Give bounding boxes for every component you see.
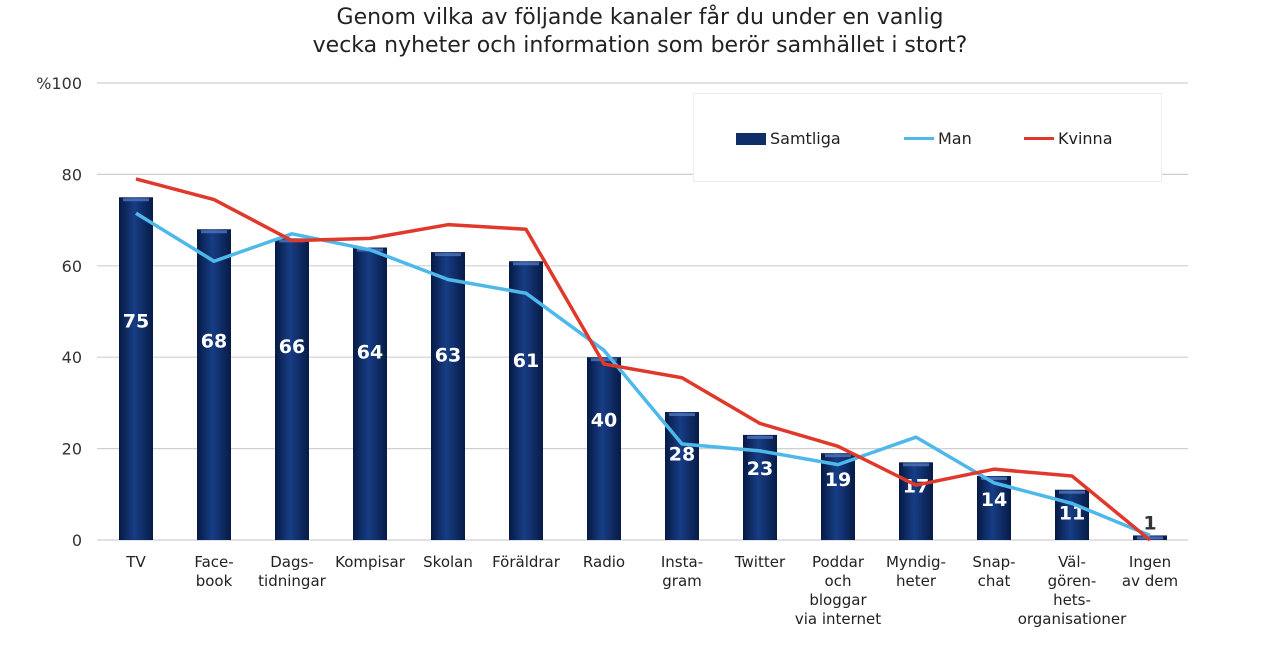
bar-highlight [513, 262, 539, 266]
chart-title: Genom vilka av följande kanaler får du u… [312, 5, 968, 58]
x-tick-label: Väl- gören- hets- organisationer [1017, 553, 1127, 628]
x-tick-label: Myndig- heter [886, 553, 946, 590]
data-label: 63 [435, 344, 461, 366]
legend-swatch-bar [736, 132, 766, 145]
data-label: 66 [279, 336, 305, 358]
bar-highlight [825, 454, 851, 458]
legend-item-kvinna: Kvinna [1024, 129, 1113, 148]
bar-highlight [669, 413, 695, 417]
x-tick-label: Insta- gram [660, 553, 704, 590]
bar-samtliga [353, 247, 387, 540]
bar-highlight [123, 198, 149, 202]
bar-highlight [747, 435, 773, 439]
y-tick-label: 20 [62, 440, 82, 459]
data-label: 75 [123, 310, 149, 332]
x-tick-label: Poddar och bloggar via internet [794, 553, 882, 628]
bar-samtliga [821, 453, 855, 540]
bar-highlight [591, 358, 617, 362]
y-tick-label: 0 [72, 531, 82, 550]
y-tick-label: %100 [36, 74, 82, 93]
legend-swatch-line [904, 137, 934, 140]
line-man [135, 211, 1151, 538]
legend-item-samtliga: Samtliga [736, 129, 841, 148]
x-tick-label: Ingen av dem [1121, 553, 1179, 590]
data-label: 11 [1059, 503, 1085, 525]
x-tick-label: Radio [582, 553, 626, 571]
legend-label: Kvinna [1058, 129, 1113, 148]
bar-samtliga [1055, 489, 1089, 540]
data-label: 40 [591, 410, 617, 432]
bar-highlight [201, 230, 227, 234]
bar-samtliga [665, 412, 699, 540]
x-tick-label: Dags- tidningar [258, 553, 326, 590]
bar-samtliga [119, 197, 153, 540]
x-tick-label: Face- book [194, 553, 234, 590]
bar-highlight [1059, 490, 1085, 494]
data-label: 23 [747, 458, 773, 480]
legend-label: Man [938, 129, 972, 148]
bar-highlight [903, 463, 929, 467]
y-tick-label: 60 [62, 257, 82, 276]
bar-highlight [981, 477, 1007, 481]
y-tick-label: 40 [62, 348, 82, 367]
bar-samtliga [197, 229, 231, 541]
line-kvinna [135, 177, 1152, 542]
data-label: 14 [981, 489, 1007, 511]
bar-samtliga [899, 462, 933, 540]
x-tick-label: Snap- chat [972, 553, 1016, 590]
bar-samtliga [587, 357, 621, 540]
x-tick-label: Föräldrar [492, 553, 560, 571]
data-label: 61 [513, 350, 539, 372]
bar-samtliga [431, 252, 465, 540]
x-tick-label: Skolan [423, 553, 473, 571]
data-label: 1 [1143, 512, 1156, 534]
data-label: 64 [357, 342, 383, 364]
x-tick-label: Kompisar [335, 553, 405, 571]
legend-label: Samtliga [770, 129, 841, 148]
data-label: 68 [201, 330, 227, 352]
x-tick-label: TV [126, 553, 146, 571]
data-label: 28 [669, 444, 695, 466]
bar-highlight [435, 253, 461, 257]
legend-item-man: Man [904, 129, 972, 148]
data-label: 19 [825, 469, 851, 491]
bar-samtliga [509, 261, 543, 540]
bar-samtliga [275, 238, 309, 540]
y-tick-label: 80 [62, 165, 82, 184]
legend-swatch-line [1024, 137, 1054, 140]
legend: Samtliga Man Kvinna [693, 93, 1162, 182]
x-tick-label: Twitter [734, 553, 786, 571]
